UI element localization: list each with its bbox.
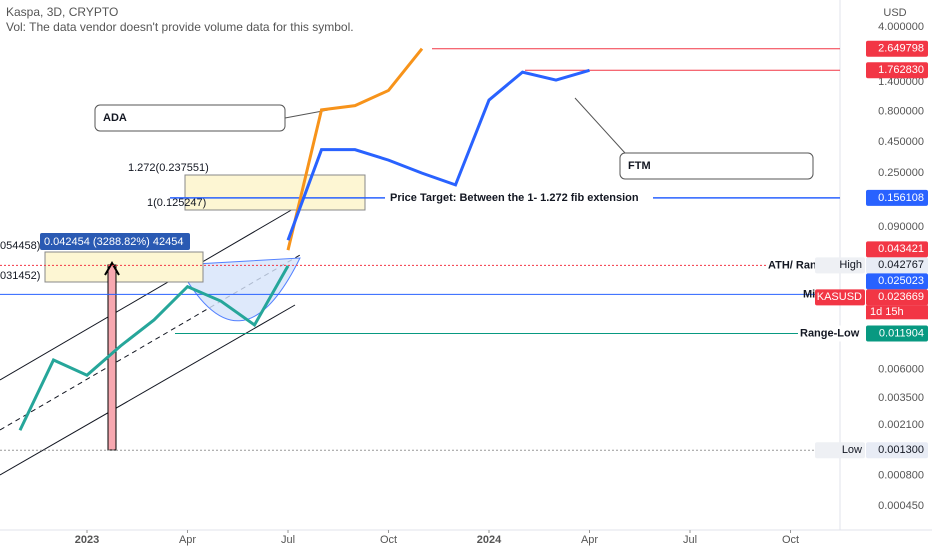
x-tick-label: Oct [380, 534, 397, 546]
price-tag-label: 0.011904 [879, 327, 924, 339]
series-line [286, 47, 424, 251]
x-tick-label: Jul [281, 534, 295, 546]
volume-note: Vol: The data vendor doesn't provide vol… [6, 20, 354, 34]
measure-label: 0.042454 (3288.82%) 42454 [44, 236, 183, 248]
price-tag-label: 2.649798 [878, 43, 924, 55]
y-tick-label: 4.000000 [878, 21, 924, 33]
annotation: 1.272(0.237551) [128, 162, 209, 174]
x-tick-label: Apr [581, 534, 598, 546]
tag-bg [815, 289, 865, 306]
countdown-bg [866, 305, 928, 320]
price-tag-label: 1.762830 [878, 64, 924, 76]
y-tick-label: 0.002100 [878, 419, 924, 431]
y-tick-label: 0.006000 [878, 364, 924, 376]
tag-bg [815, 257, 865, 274]
price-tag-label: 0.025023 [878, 275, 924, 287]
label-bg [385, 189, 653, 206]
tag: High [839, 259, 862, 271]
drawings [0, 97, 814, 476]
y-tick-label: 0.000450 [878, 500, 924, 512]
annotation: ADA [103, 112, 127, 124]
price-tag-label: 0.042767 [878, 259, 924, 271]
y-tick-label: 0.800000 [878, 106, 924, 118]
symbol: Kaspa, 3D, CRYPTO [6, 5, 118, 19]
annotation: Range-Low [800, 327, 860, 339]
annotation: FTM [628, 160, 651, 172]
x-tick-label: Oct [782, 534, 799, 546]
tag: Low [842, 444, 862, 456]
annotation: Price Target: Between the 1- 1.272 fib e… [390, 192, 639, 204]
y-tick-label: 0.003500 [878, 392, 924, 404]
x-tick-label: Jul [683, 534, 697, 546]
y-tick-label: 1.400000 [878, 76, 924, 88]
tag-bg [815, 442, 865, 459]
annotation: 054458) [0, 240, 40, 252]
price-tag [866, 325, 928, 342]
y-tick-label: 0.450000 [878, 136, 924, 148]
annotation: 1(0.125247) [147, 197, 206, 209]
x-tick-label: 2024 [477, 534, 502, 546]
price-tag-label: 0.043421 [878, 243, 924, 255]
price-tag [866, 62, 928, 79]
price-tag [866, 442, 928, 459]
price-tag [866, 273, 928, 290]
price-tag [866, 257, 928, 274]
y-tick-label: 0.000800 [878, 470, 924, 482]
y-tick-label: 0.250000 [878, 167, 924, 179]
price-tag [866, 40, 928, 57]
price-tag-label: 0.156108 [878, 192, 924, 204]
annotation: 031452) [0, 270, 40, 282]
price-tag-label: 0.023669 [878, 291, 924, 303]
x-tick-label: 2023 [75, 534, 99, 546]
price-tag [866, 241, 928, 258]
annotation: Mi [803, 288, 815, 300]
tag: KASUSD [817, 291, 862, 303]
price-tag-label: 0.001300 [878, 444, 924, 456]
price-tag [866, 189, 928, 206]
countdown: 1d 15h [870, 306, 904, 318]
x-tick-label: Apr [179, 534, 196, 546]
currency: USD [883, 7, 906, 19]
label-bg [798, 325, 860, 342]
series-line [286, 68, 590, 241]
y-tick-label: 0.090000 [878, 221, 924, 233]
series-line [18, 265, 290, 431]
price-tag [866, 289, 928, 306]
